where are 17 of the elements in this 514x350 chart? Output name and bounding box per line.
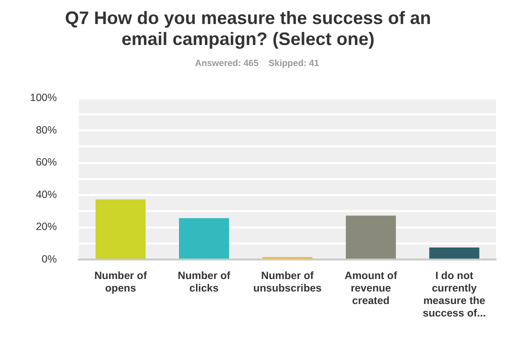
y-tick-label: 100% xyxy=(30,92,57,104)
x-tick-label: I do not currently measure the success of... xyxy=(422,270,486,320)
y-tick-label: 0% xyxy=(42,253,57,266)
y-tick-label: 40% xyxy=(36,188,57,201)
x-tick-label: Number of unsubscribes xyxy=(253,270,322,294)
chart-title: Q7 How do you measure the success of an email campaign? (Select one) xyxy=(64,8,432,50)
bar xyxy=(429,248,480,259)
chart-subtitle: Answered: 465 Skipped: 41 xyxy=(194,58,320,70)
x-tick-label: Number of clicks xyxy=(178,270,231,294)
bar xyxy=(178,218,230,259)
bar xyxy=(96,199,146,259)
bar xyxy=(346,216,396,259)
y-tick-label: 20% xyxy=(36,221,57,234)
x-tick-label: Amount of revenue created xyxy=(344,270,398,307)
x-tick-label: Number of opens xyxy=(94,270,148,294)
y-tick-label: 60% xyxy=(36,156,57,169)
y-tick-label: 80% xyxy=(36,124,57,136)
